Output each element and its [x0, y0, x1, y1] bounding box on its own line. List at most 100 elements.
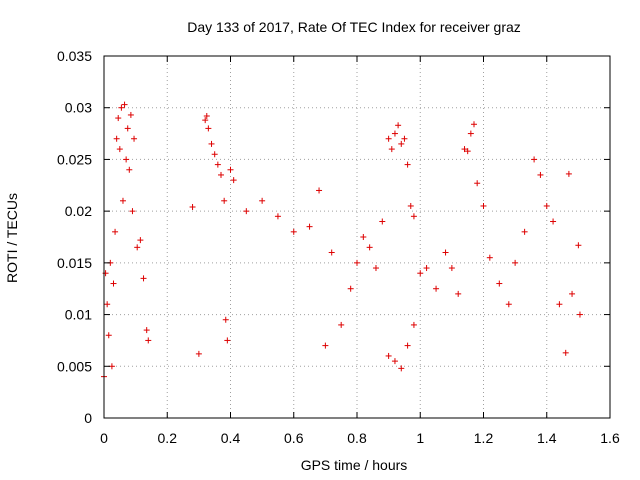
data-point — [379, 218, 386, 225]
data-point — [410, 321, 417, 328]
data-point — [569, 290, 576, 297]
data-point — [259, 197, 266, 204]
data-point — [137, 237, 144, 244]
data-point — [116, 146, 123, 153]
data-point — [461, 146, 468, 153]
data-point — [211, 151, 218, 158]
data-point — [398, 365, 405, 372]
data-point — [433, 285, 440, 292]
data-point — [404, 161, 411, 168]
data-point — [218, 171, 225, 178]
data-point — [398, 140, 405, 147]
data-point — [195, 350, 202, 357]
data-point — [134, 244, 141, 251]
data-point — [189, 204, 196, 211]
data-point — [562, 349, 569, 356]
data-point — [143, 327, 150, 334]
data-point — [338, 321, 345, 328]
data-point — [118, 104, 125, 111]
data-point — [127, 111, 134, 118]
data-point — [354, 259, 360, 266]
data-point — [565, 170, 572, 177]
x-tick-label: 0.2 — [158, 430, 178, 446]
data-point — [391, 358, 398, 365]
data-point — [404, 342, 411, 349]
data-point — [112, 228, 119, 235]
data-point — [123, 156, 130, 163]
data-point — [243, 208, 250, 215]
chart-title: Day 133 of 2017, Rate Of TEC Index for r… — [187, 19, 521, 35]
data-point — [222, 316, 229, 323]
axis-ticks — [103, 55, 611, 419]
y-axis-label: ROTI / TECUs — [4, 193, 20, 283]
data-point — [407, 202, 414, 209]
data-point — [486, 254, 493, 261]
data-point — [395, 122, 402, 129]
x-axis-label: GPS time / hours — [301, 457, 408, 473]
data-point — [316, 187, 323, 194]
data-point — [576, 311, 583, 318]
x-tick-label: 0.6 — [284, 430, 304, 446]
data-point — [521, 228, 528, 235]
data-point — [290, 228, 297, 235]
data-point — [575, 242, 582, 249]
data-point — [385, 352, 392, 359]
data-point — [448, 265, 455, 272]
data-point — [360, 234, 367, 240]
data-point — [531, 156, 538, 163]
data-point — [227, 166, 234, 173]
data-point — [306, 223, 313, 230]
data-point — [537, 171, 544, 178]
data-point — [417, 270, 424, 277]
data-point — [401, 135, 408, 142]
y-tick-label: 0.015 — [57, 255, 92, 271]
data-point — [115, 115, 122, 122]
data-point — [105, 332, 112, 339]
data-point — [474, 180, 481, 187]
data-point — [496, 280, 503, 287]
data-point — [347, 285, 354, 292]
data-point — [455, 290, 462, 297]
tick-labels: 0 0.2 0.4 0.6 0.8 1 1.2 1.4 1.6 0 0.005 0.01 0.015 0.… — [57, 48, 620, 446]
data-point — [388, 146, 395, 153]
x-tick-label: 0.4 — [221, 430, 241, 446]
y-tick-label: 0.02 — [65, 203, 92, 219]
x-tick-label: 1.6 — [600, 430, 620, 446]
data-point — [113, 135, 120, 142]
x-tick-label: 1.4 — [537, 430, 557, 446]
data-point — [129, 208, 136, 215]
data-point — [512, 259, 519, 266]
data-point — [480, 202, 487, 209]
data-point — [203, 112, 210, 119]
data-point — [121, 101, 128, 108]
data-point — [391, 130, 398, 137]
data-point — [274, 213, 281, 220]
grid-lines — [104, 56, 610, 418]
data-point — [372, 265, 379, 272]
data-point — [110, 280, 117, 287]
data-point — [442, 249, 449, 256]
data-point — [214, 161, 221, 168]
data-point — [410, 213, 417, 220]
x-tick-label: 1.2 — [474, 430, 494, 446]
data-point — [322, 342, 329, 349]
x-tick-label: 0 — [100, 430, 108, 446]
data-point — [550, 218, 557, 225]
data-point — [145, 337, 152, 344]
y-tick-label: 0.03 — [65, 100, 92, 116]
data-point — [131, 135, 138, 142]
x-tick-label: 0.8 — [347, 430, 367, 446]
data-point — [126, 166, 133, 173]
data-point — [328, 249, 335, 256]
data-point — [467, 130, 474, 137]
data-point — [464, 148, 471, 155]
data-point — [208, 140, 215, 147]
data-point — [140, 275, 147, 282]
data-point — [230, 177, 237, 184]
data-point — [505, 301, 512, 308]
x-tick-label: 1 — [416, 430, 424, 446]
data-point — [471, 121, 478, 128]
data-point — [543, 202, 550, 209]
y-tick-label: 0 — [84, 410, 92, 426]
